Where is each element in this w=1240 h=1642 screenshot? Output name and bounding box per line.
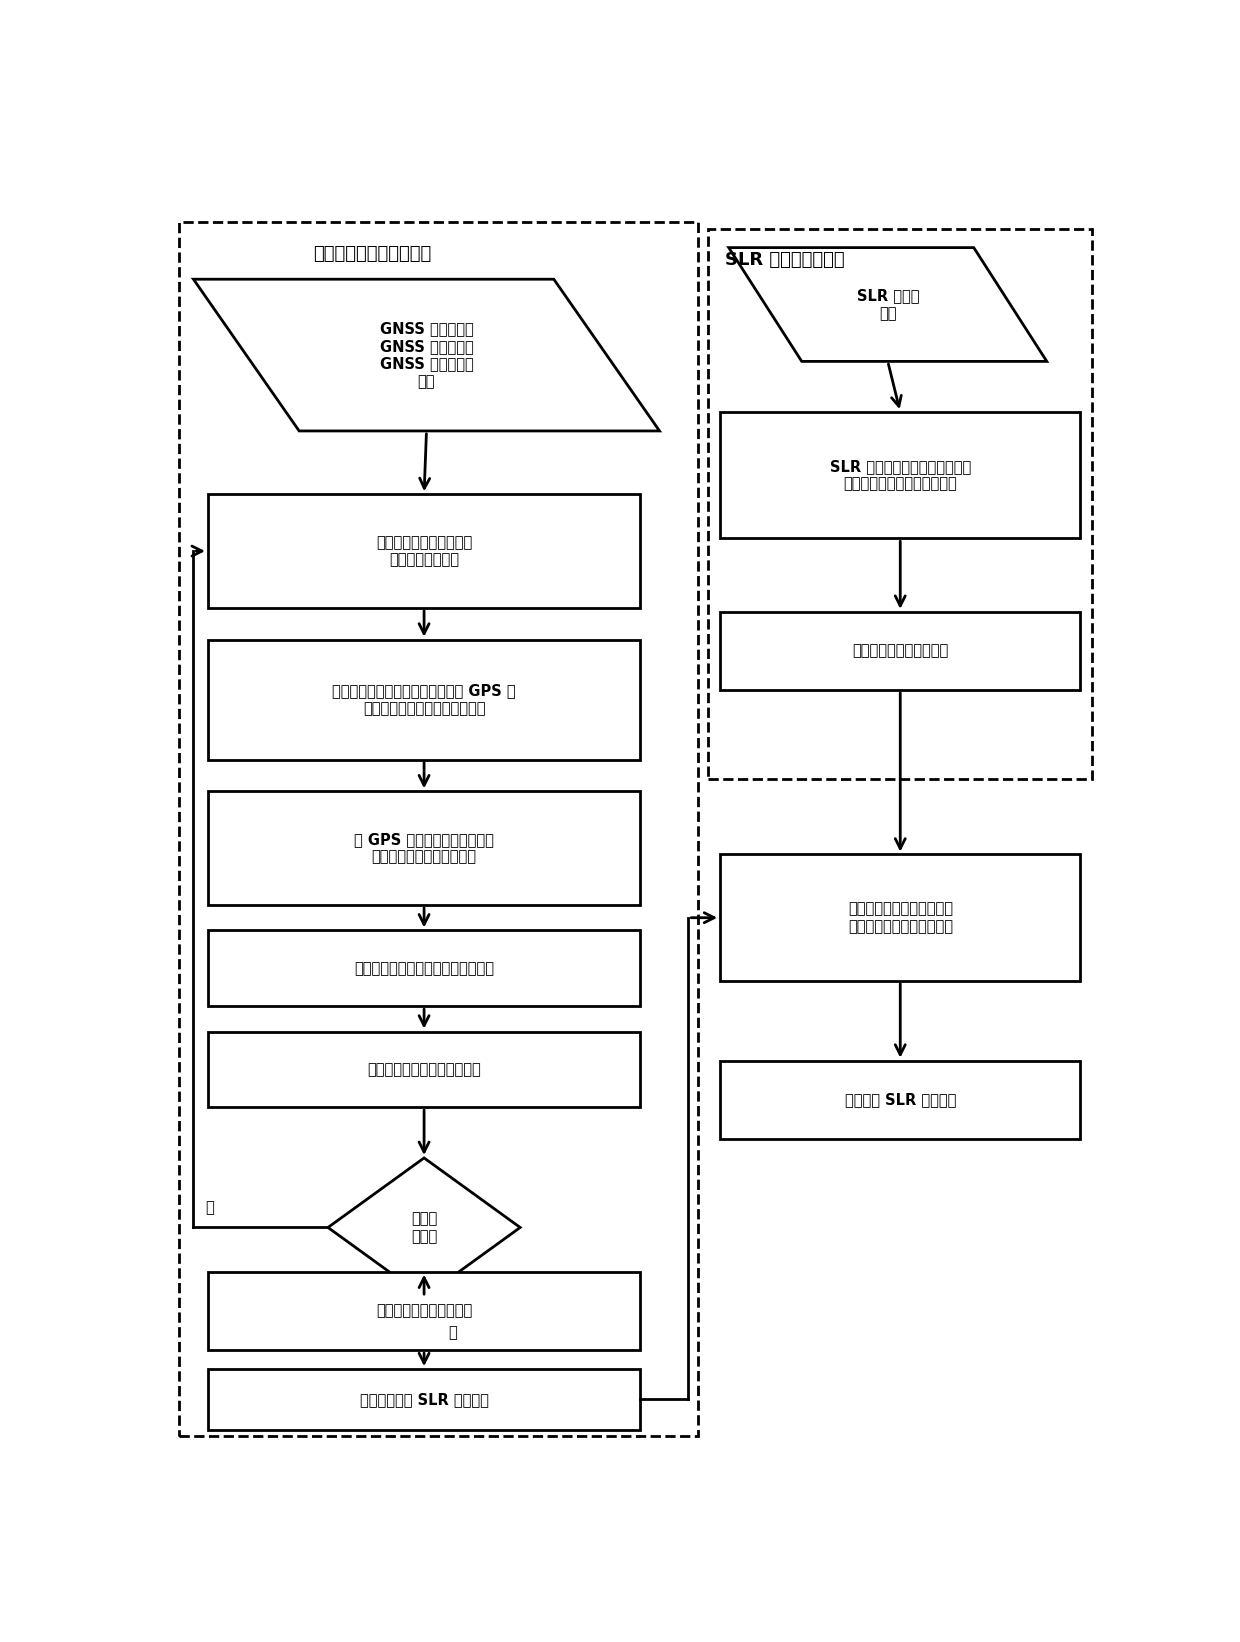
- FancyBboxPatch shape: [720, 412, 1080, 539]
- Text: 由伪距资料解算低轨道卫
星先验运动学轨道: 由伪距资料解算低轨道卫 星先验运动学轨道: [376, 535, 472, 566]
- Text: 将轨道内插至 SLR 观测时刻: 将轨道内插至 SLR 观测时刻: [360, 1392, 489, 1407]
- Text: GNSS 观测数据，
GNSS 精密星历和
GNSS 高采样率时
钟差: GNSS 观测数据， GNSS 精密星历和 GNSS 高采样率时 钟差: [379, 322, 474, 389]
- Text: 低轨卫星运动学轨道解算: 低轨卫星运动学轨道解算: [314, 245, 432, 263]
- Text: 轨道是
否收敛: 轨道是 否收敛: [410, 1212, 438, 1243]
- Text: 输出低轨卫星激光测距值: 输出低轨卫星激光测距值: [852, 644, 949, 658]
- FancyBboxPatch shape: [208, 1031, 640, 1107]
- FancyBboxPatch shape: [208, 931, 640, 1007]
- FancyBboxPatch shape: [208, 494, 640, 608]
- Text: 利用最小二乘法解算测站坐
标，直至满足迭代收敛精度: 利用最小二乘法解算测站坐 标，直至满足迭代收敛精度: [848, 901, 952, 934]
- Text: 解算低轨卫星运动学轨道: 解算低轨卫星运动学轨道: [376, 1304, 472, 1319]
- FancyBboxPatch shape: [720, 854, 1080, 980]
- Text: SLR 的观测
数据: SLR 的观测 数据: [857, 289, 919, 320]
- FancyBboxPatch shape: [208, 639, 640, 760]
- Polygon shape: [327, 1158, 521, 1297]
- Text: 以测码伪距测量将低轨卫星时间与 GPS 时
钟同步，并估计低轨卫星时钟差: 以测码伪距测量将低轨卫星时间与 GPS 时 钟同步，并估计低轨卫星时钟差: [332, 683, 516, 716]
- Text: 是: 是: [448, 1325, 456, 1340]
- Text: SLR 的数据预处理，包括各项的
误差修正和观测资料时间同步: SLR 的数据预处理，包括各项的 误差修正和观测资料时间同步: [830, 460, 971, 491]
- FancyBboxPatch shape: [720, 612, 1080, 690]
- FancyBboxPatch shape: [720, 1061, 1080, 1140]
- Text: SLR 观测资料预处理: SLR 观测资料预处理: [725, 251, 844, 269]
- FancyBboxPatch shape: [208, 1271, 640, 1350]
- Text: 对 GPS 相位观测资料进行预处
理，进行周跳的探测与修复: 对 GPS 相位观测资料进行预处 理，进行周跳的探测与修复: [355, 832, 494, 864]
- Text: 简化动力学轨道解算，进行动力平滑: 简化动力学轨道解算，进行动力平滑: [355, 961, 494, 975]
- FancyBboxPatch shape: [208, 791, 640, 905]
- FancyBboxPatch shape: [208, 1369, 640, 1430]
- Polygon shape: [193, 279, 660, 430]
- Text: 相邻的两次解算所得轨道对比: 相邻的两次解算所得轨道对比: [367, 1062, 481, 1077]
- Polygon shape: [729, 248, 1047, 361]
- Text: 否: 否: [205, 1200, 213, 1215]
- Text: 输出最终 SLR 测站坐标: 输出最终 SLR 测站坐标: [844, 1092, 956, 1107]
